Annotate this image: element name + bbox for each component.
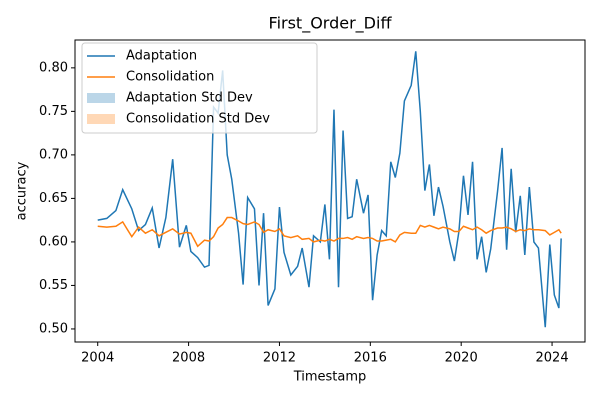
x-tick-label: 2020 [445, 351, 478, 366]
y-tick-label: 0.75 [39, 104, 68, 119]
y-tick-label: 0.70 [39, 147, 68, 162]
line [97, 216, 562, 248]
legend-label: Consolidation [126, 70, 214, 85]
x-tick-label: 2004 [81, 351, 114, 366]
legend-label: Adaptation Std Dev [126, 91, 253, 106]
x-tick-label: 2024 [536, 351, 569, 366]
legend-label: Adaptation [126, 49, 197, 64]
plot-area [74, 39, 586, 343]
legend-patch [87, 114, 115, 124]
legend-box [81, 42, 318, 134]
y-tick-label: 0.80 [39, 60, 68, 75]
legend-patch [87, 93, 115, 103]
x-tick-label: 2012 [263, 351, 296, 366]
y-tick-label: 0.55 [39, 278, 68, 293]
y-tick-label: 0.50 [39, 321, 68, 336]
x-tick-label: 2016 [354, 351, 387, 366]
y-tick-label: 0.60 [39, 234, 68, 249]
legend-label: Consolidation Std Dev [126, 112, 270, 127]
y-tick-label: 0.65 [39, 191, 68, 206]
y-axis-label: accuracy [15, 161, 30, 220]
x-tick-label: 2008 [172, 351, 205, 366]
chart-title: First_Order_Diff [269, 14, 393, 34]
x-axis-label: Timestamp [293, 370, 367, 385]
